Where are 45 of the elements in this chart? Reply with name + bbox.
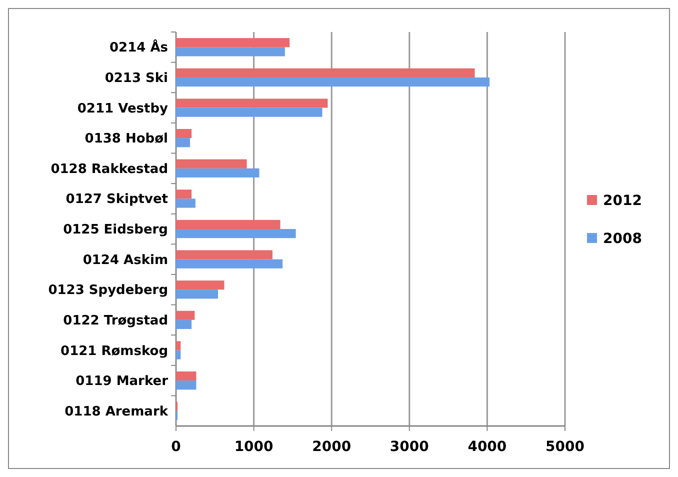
bar [176, 280, 224, 290]
y-tick-label: 0211 Vestby [77, 101, 169, 116]
y-tick-label: 0124 Askim [82, 252, 168, 268]
bar [176, 108, 322, 117]
bar [176, 198, 196, 208]
bar [176, 77, 490, 87]
x-tick-label: 1000 [234, 439, 274, 455]
y-tick-label: 0121 Rømskog [60, 344, 168, 359]
x-tick-label: 5000 [546, 439, 585, 455]
y-tick-label: 0214 Ås [109, 38, 168, 56]
x-tick-label: 3000 [390, 439, 430, 455]
bar [176, 38, 290, 48]
x-tick-label: 2000 [312, 439, 352, 455]
legend-label: 2008 [603, 231, 642, 247]
bar [176, 341, 181, 350]
x-tick-label: 4000 [468, 439, 507, 455]
y-tick-label: 0128 Rakkestad [50, 162, 168, 177]
bar [176, 259, 283, 268]
y-tick-label: 0122 Trøgstad [63, 313, 168, 328]
y-tick-label: 0118 Aremark [64, 404, 168, 420]
bar [176, 310, 195, 320]
y-tick-label: 0125 Eidsberg [63, 222, 168, 238]
bar [176, 98, 328, 108]
y-tick-label: 0127 Skiptvet [66, 192, 168, 208]
bar [176, 220, 280, 229]
bar [176, 250, 272, 260]
bar [176, 168, 260, 178]
bar [176, 229, 296, 238]
bar [176, 290, 218, 299]
x-tick-label: 0 [171, 439, 182, 455]
bar [176, 68, 475, 78]
bar [176, 47, 285, 56]
y-tick-label: 0119 Marker [76, 374, 169, 390]
bar [176, 320, 192, 330]
bar [176, 371, 196, 381]
bar [176, 350, 181, 360]
y-tick-label: 0123 Spydeberg [48, 283, 168, 298]
bar [176, 159, 247, 168]
bar [176, 138, 190, 148]
bar [176, 380, 196, 390]
legend-label: 2012 [603, 193, 642, 209]
bar [176, 128, 192, 138]
bar [176, 190, 192, 199]
y-tick-label: 0138 Hobøl [84, 132, 168, 147]
y-tick-label: 0213 Ski [104, 71, 168, 86]
